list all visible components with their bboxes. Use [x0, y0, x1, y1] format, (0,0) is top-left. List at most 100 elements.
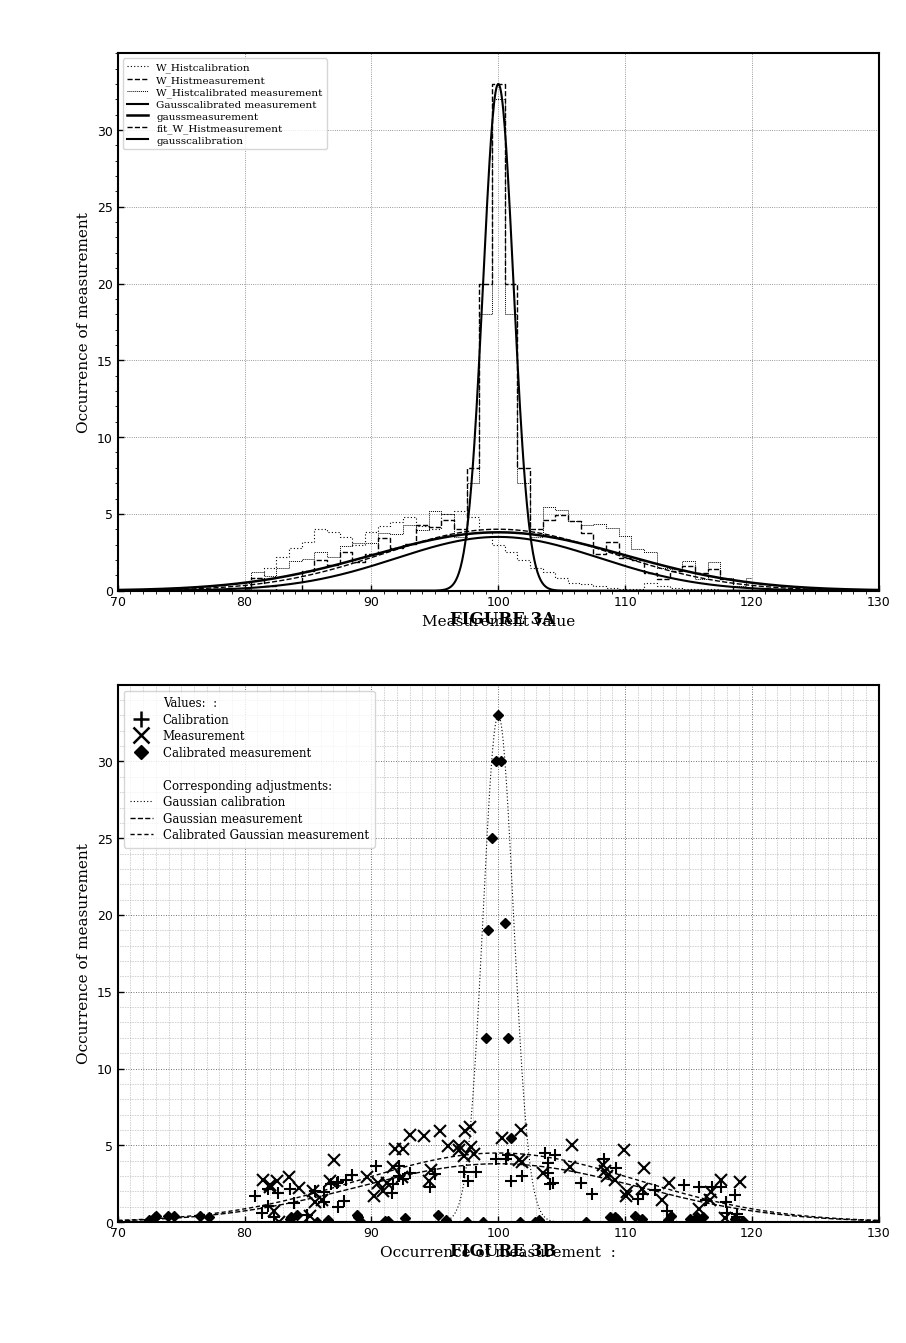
gausscalibration	[190, 583, 201, 599]
Legend: W_Histcalibration, W_Histmeasurement, W_Histcalibrated measurement, Gausscalibra: W_Histcalibration, W_Histmeasurement, W_…	[123, 59, 327, 149]
W_Histmeasurement	[544, 512, 554, 528]
Line: Calibration: Calibration	[249, 1147, 743, 1223]
Line: W_Histcalibrated measurement: W_Histcalibrated measurement	[245, 99, 752, 590]
Gaussian calibration	[420, 1214, 431, 1230]
Line: Gaussian calibration: Gaussian calibration	[118, 716, 879, 1222]
Gausscalibrated measurement	[873, 583, 884, 599]
gausscalibration	[636, 563, 647, 579]
W_Histcalibration	[607, 580, 618, 596]
W_Histmeasurement	[252, 571, 263, 587]
W_Histmeasurement	[632, 552, 643, 568]
fit_W_Histmeasurement	[190, 582, 201, 598]
Measurement	[496, 1131, 507, 1147]
Calibrated Gaussian measurement	[420, 1154, 431, 1170]
gausscalibration	[493, 529, 504, 545]
W_Histcalibrated measurement	[632, 541, 643, 557]
Calibrated measurement	[461, 1214, 472, 1230]
W_Histcalibration	[239, 575, 250, 591]
Calibrated measurement	[195, 1209, 206, 1225]
W_Histcalibration	[632, 582, 643, 598]
Calibrated measurement	[477, 1214, 488, 1230]
W_Histcalibration	[353, 537, 364, 553]
W_Histcalibration	[708, 582, 719, 598]
W_Histcalibrated measurement	[683, 553, 694, 569]
Measurement	[454, 1143, 465, 1159]
W_Histcalibration	[683, 582, 694, 598]
fit_W_Histmeasurement	[448, 526, 458, 543]
Calibrated measurement	[612, 1211, 623, 1228]
W_Histmeasurement	[277, 583, 288, 599]
W_Histcalibrated measurement	[531, 529, 542, 545]
Calibrated measurement	[506, 1129, 516, 1146]
W_Histmeasurement	[404, 536, 415, 552]
W_Histcalibration	[429, 521, 440, 537]
W_Histcalibrated measurement	[404, 517, 415, 533]
Calibrated measurement	[352, 1209, 363, 1225]
W_Histcalibrated measurement	[290, 553, 301, 569]
W_Histmeasurement	[518, 461, 529, 477]
fit_W_Histmeasurement	[873, 583, 884, 599]
Calibrated measurement	[690, 1213, 701, 1229]
fit_W_Histmeasurement	[720, 575, 731, 591]
Gausscalibrated measurement	[420, 583, 431, 599]
Line: Calibrated Gaussian measurement: Calibrated Gaussian measurement	[118, 1154, 879, 1221]
Gaussian calibration	[720, 1214, 731, 1230]
W_Histcalibrated measurement	[379, 525, 390, 541]
Calibrated measurement	[605, 1209, 616, 1225]
Line: Measurement: Measurement	[256, 1120, 747, 1229]
W_Histcalibrated measurement	[467, 475, 478, 492]
Measurement	[468, 1147, 479, 1163]
Calibrated measurement	[285, 1209, 296, 1225]
W_Histmeasurement	[683, 559, 694, 575]
W_Histcalibration	[645, 575, 656, 591]
Gaussian calibration	[448, 1209, 458, 1225]
Gaussian measurement	[720, 1198, 731, 1214]
Y-axis label: Occurrence of measurement: Occurrence of measurement	[78, 212, 92, 432]
Gaussian calibration	[112, 1214, 123, 1230]
gaussmeasurement	[720, 571, 731, 587]
Calibration	[250, 1189, 261, 1205]
Calibration	[429, 1166, 440, 1182]
W_Histcalibration	[620, 582, 631, 598]
W_Histcalibrated measurement	[366, 535, 377, 551]
Calibrated measurement	[663, 1211, 674, 1228]
gaussmeasurement	[636, 552, 647, 568]
W_Histcalibration	[493, 537, 504, 553]
gausscalibration	[448, 535, 458, 551]
W_Histcalibration	[531, 560, 542, 576]
W_Histmeasurement	[582, 525, 593, 541]
gaussmeasurement	[420, 533, 431, 549]
W_Histcalibration	[696, 582, 707, 598]
W_Histmeasurement	[455, 521, 466, 537]
W_Histmeasurement	[265, 577, 275, 594]
W_Histmeasurement	[417, 517, 428, 533]
Calibrated measurement	[483, 923, 494, 939]
Calibrated measurement	[163, 1207, 174, 1223]
Calibrated measurement	[400, 1210, 410, 1226]
Gaussian measurement	[493, 1156, 504, 1172]
Calibrated measurement	[487, 830, 497, 846]
W_Histcalibrated measurement	[303, 551, 313, 567]
Line: fit_W_Histmeasurement: fit_W_Histmeasurement	[118, 529, 879, 591]
Calibrated measurement	[284, 1211, 295, 1228]
W_Histmeasurement	[658, 571, 669, 587]
W_Histcalibrated measurement	[607, 521, 618, 537]
gaussmeasurement	[873, 583, 884, 599]
Measurement	[435, 1123, 446, 1139]
W_Histmeasurement	[353, 555, 364, 571]
W_Histcalibration	[670, 580, 681, 596]
W_Histcalibration	[594, 579, 605, 595]
Line: W_Histcalibration: W_Histcalibration	[245, 512, 752, 591]
gausscalibration	[707, 577, 718, 594]
W_Histcalibrated measurement	[620, 528, 631, 544]
W_Histcalibrated measurement	[493, 91, 504, 107]
Calibrated measurement	[493, 708, 504, 724]
Gausscalibrated measurement	[636, 583, 647, 599]
Y-axis label: Occurrence of measurement: Occurrence of measurement	[78, 843, 92, 1064]
W_Histmeasurement	[429, 518, 440, 535]
Calibrated measurement	[515, 1214, 525, 1230]
W_Histcalibration	[417, 518, 428, 535]
Calibrated measurement	[480, 1030, 491, 1046]
W_Histcalibrated measurement	[391, 526, 402, 543]
W_Histcalibration	[391, 514, 402, 530]
